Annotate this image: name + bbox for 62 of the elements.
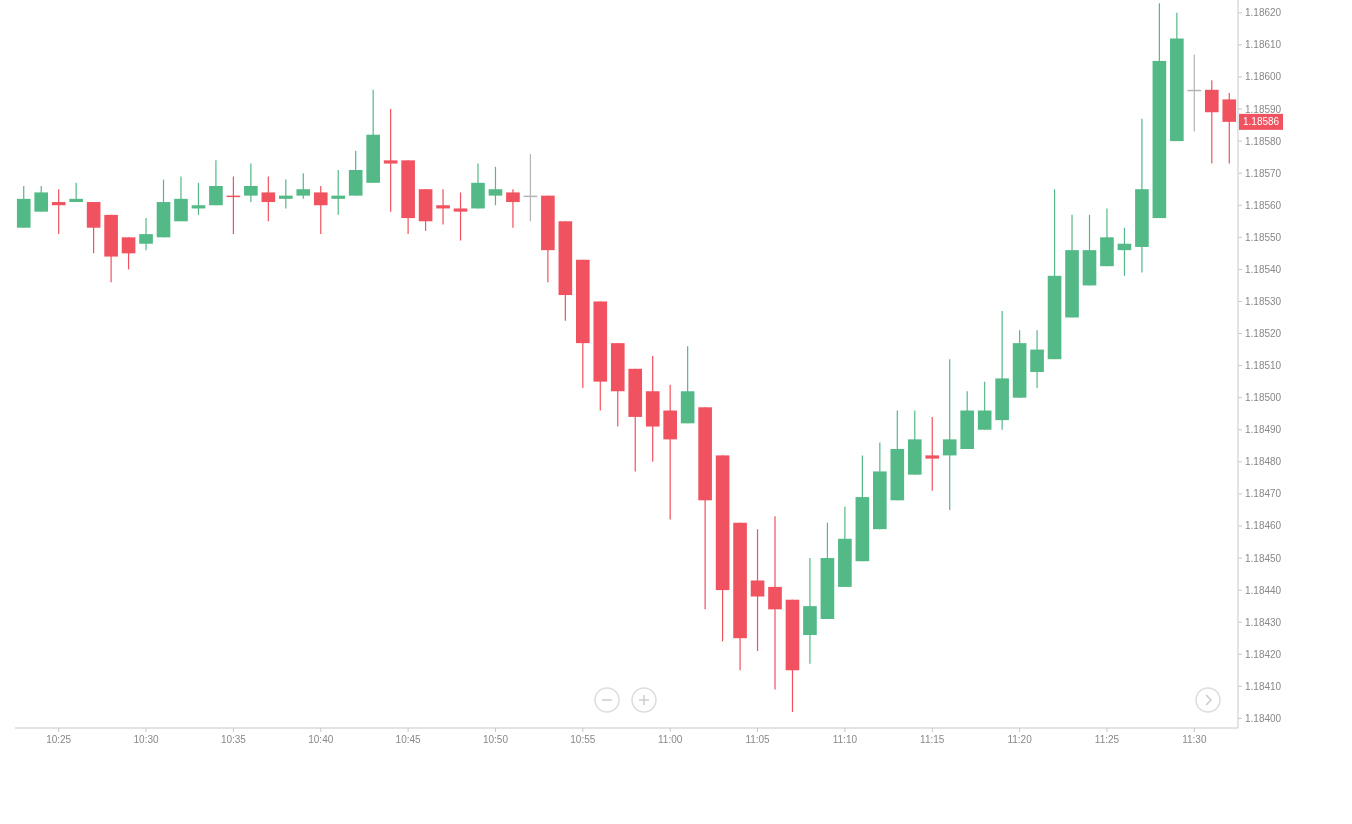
y-tick-label: 1.18610 xyxy=(1245,39,1282,51)
y-tick-label: 1.18600 xyxy=(1245,71,1282,83)
candlestick xyxy=(139,217,153,251)
candlestick xyxy=(453,191,468,242)
x-tick-label: 11:30 xyxy=(1182,734,1207,745)
candlestick xyxy=(278,178,293,210)
annotation: 1.18586 xyxy=(1243,116,1280,128)
x-tick-label: 11:20 xyxy=(1007,734,1033,745)
x-tick-label: 10:55 xyxy=(570,734,596,745)
y-tick-label: 1.18480 xyxy=(1245,456,1282,468)
x-tick-label: 10:50 xyxy=(482,734,509,745)
candlestick xyxy=(296,172,311,200)
y-tick-label: 1.18530 xyxy=(1245,295,1282,307)
y-tick-label: 1.18420 xyxy=(1245,648,1282,660)
y-tick-label: 1.18450 xyxy=(1245,552,1282,564)
x-tick-label: 11:25 xyxy=(1094,734,1120,745)
x-tick-label: 10:35 xyxy=(220,734,247,745)
candlestick xyxy=(261,175,276,222)
y-tick-label: 1.18470 xyxy=(1245,488,1282,500)
candlestick xyxy=(768,515,782,691)
y-tick-label: 1.18490 xyxy=(1245,424,1282,436)
x-tick-label: 11:00 xyxy=(658,734,683,745)
candlestick xyxy=(925,416,940,492)
candlestick xyxy=(174,175,188,222)
y-tick-label: 1.18560 xyxy=(1245,199,1282,211)
y-tick-label: 1.18590 xyxy=(1245,103,1282,115)
x-tick-label: 11:05 xyxy=(745,734,771,745)
y-tick-label: 1.18510 xyxy=(1245,360,1282,372)
y-tick-label: 1.18410 xyxy=(1245,680,1282,692)
y-tick-label: 1.18570 xyxy=(1245,167,1282,179)
candlestick xyxy=(1030,329,1044,389)
y-tick-label: 1.18620 xyxy=(1245,7,1282,19)
x-tick-label: 11:15 xyxy=(920,734,945,745)
y-tick-label: 1.18550 xyxy=(1245,231,1282,243)
x-tick-label: 11:10 xyxy=(832,734,858,745)
candlestick xyxy=(1117,227,1132,277)
candlestick xyxy=(331,169,346,216)
candlestick xyxy=(34,185,49,213)
candlestick xyxy=(750,528,765,652)
candlestick xyxy=(244,162,258,203)
y-tick-label: 1.18520 xyxy=(1245,328,1282,340)
y-tick-label: 1.18540 xyxy=(1245,263,1282,275)
y-tick-label: 1.18500 xyxy=(1245,392,1282,404)
y-tick-label: 1.18430 xyxy=(1245,616,1282,628)
candlestick xyxy=(506,188,520,229)
candlestick xyxy=(942,358,957,511)
candlestick xyxy=(313,185,328,235)
candlestick xyxy=(977,381,992,431)
candlestick xyxy=(383,108,398,213)
y-tick-label: 1.18400 xyxy=(1245,712,1282,724)
candlestick xyxy=(121,236,136,270)
candlestick xyxy=(488,166,503,206)
candlestick xyxy=(1204,79,1219,165)
candlestick xyxy=(209,159,223,206)
x-tick-label: 10:45 xyxy=(395,734,422,745)
candlestick xyxy=(436,188,450,226)
y-tick-label: 1.18460 xyxy=(1245,520,1282,532)
y-tick-label: 1.18580 xyxy=(1245,135,1282,147)
x-tick-label: 10:30 xyxy=(133,734,159,745)
x-tick-label: 10:40 xyxy=(308,734,334,745)
x-tick-label: 10:25 xyxy=(46,734,72,745)
y-tick-label: 1.18440 xyxy=(1245,584,1282,596)
